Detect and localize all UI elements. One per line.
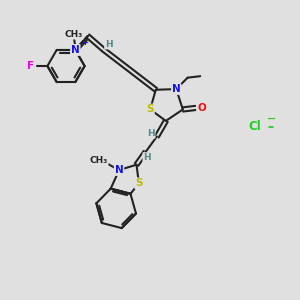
Text: N: N — [115, 165, 124, 175]
Text: S: S — [72, 45, 79, 55]
Text: −: − — [266, 114, 276, 124]
Text: N: N — [71, 45, 80, 55]
Text: H: H — [143, 153, 151, 162]
Text: H: H — [105, 40, 112, 49]
Text: H: H — [147, 129, 155, 138]
Text: N: N — [172, 84, 181, 94]
Text: CH₃: CH₃ — [90, 156, 108, 165]
Text: Cl: Cl — [249, 119, 261, 133]
Text: O: O — [197, 103, 206, 113]
Text: S: S — [135, 178, 142, 188]
Text: CH₃: CH₃ — [65, 30, 83, 39]
Text: +: + — [81, 38, 88, 47]
Text: S: S — [146, 104, 154, 115]
Text: F: F — [27, 61, 34, 71]
